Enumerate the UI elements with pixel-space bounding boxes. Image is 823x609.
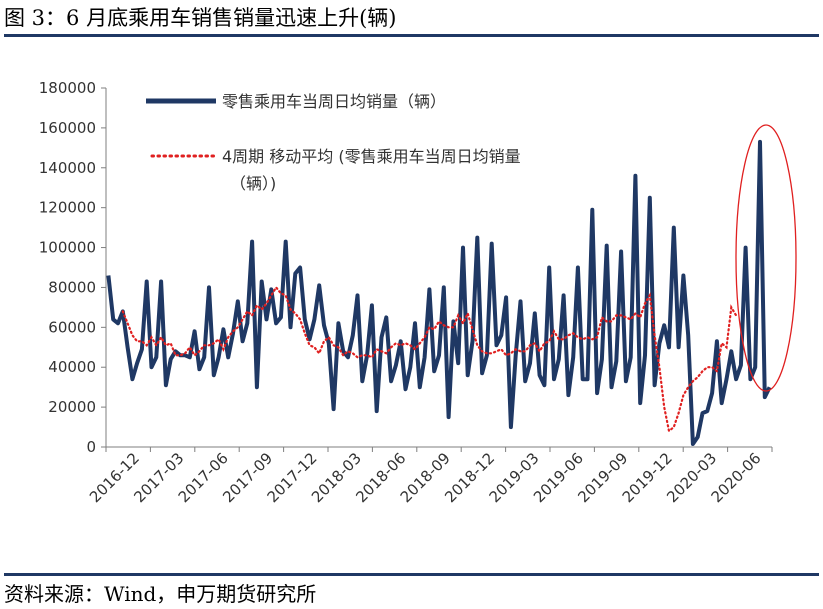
y-tick-label: 0	[86, 438, 96, 456]
source-rule	[4, 573, 819, 576]
legend: 零售乘用车当周日均销量（辆） 4周期 移动平均 (零售乘用车当周日均销量 （辆）…	[146, 92, 526, 193]
y-tick-label: 100000	[39, 239, 96, 257]
legend-label-weekly: 零售乘用车当周日均销量（辆）	[222, 92, 446, 111]
legend-label-ma-line1: 4周期 移动平均 (零售乘用车当周日均销量	[222, 147, 521, 166]
figure-title: 图 3：6 月底乘用车销售销量迅速上升(辆)	[4, 6, 397, 30]
y-tick-label: 160000	[39, 119, 96, 137]
source-note: 资料来源：Wind，申万期货研究所	[4, 582, 317, 606]
y-tick-label: 80000	[48, 278, 96, 296]
series-line-moving-average	[121, 285, 738, 434]
y-tick-label: 60000	[48, 318, 96, 336]
legend-label-ma: 4周期 移动平均 (零售乘用车当周日均销量 （辆）)	[222, 147, 526, 193]
y-axis: 0 20000 40000 60000 80000 100000 120000 140000 1…	[39, 79, 107, 456]
y-tick-label: 20000	[48, 398, 96, 416]
title-rule	[4, 34, 819, 37]
x-tick-label: 2020-06	[708, 449, 765, 506]
series-layer	[106, 139, 772, 446]
legend-label-ma-line2: （辆）)	[230, 174, 276, 193]
series-line-weekly	[106, 139, 772, 446]
y-tick-label: 180000	[39, 79, 96, 97]
y-tick-label: 140000	[39, 159, 96, 177]
y-tick-label: 120000	[39, 199, 96, 217]
x-axis: 2016-122017-032017-062017-092017-122018-…	[86, 446, 773, 506]
highlight-ellipse	[735, 124, 797, 392]
y-tick-label: 40000	[48, 358, 96, 376]
line-chart: 0 20000 40000 60000 80000 100000 120000 140000 1…	[39, 79, 797, 506]
